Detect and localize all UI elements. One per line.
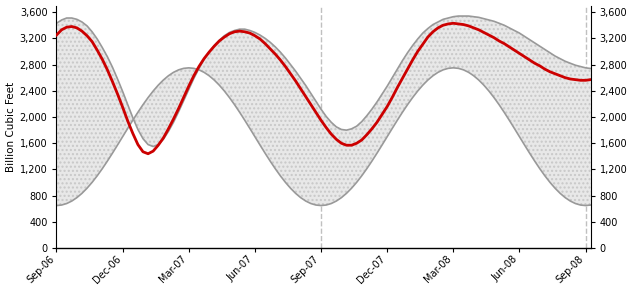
- Y-axis label: Billion Cubic Feet: Billion Cubic Feet: [6, 82, 16, 172]
